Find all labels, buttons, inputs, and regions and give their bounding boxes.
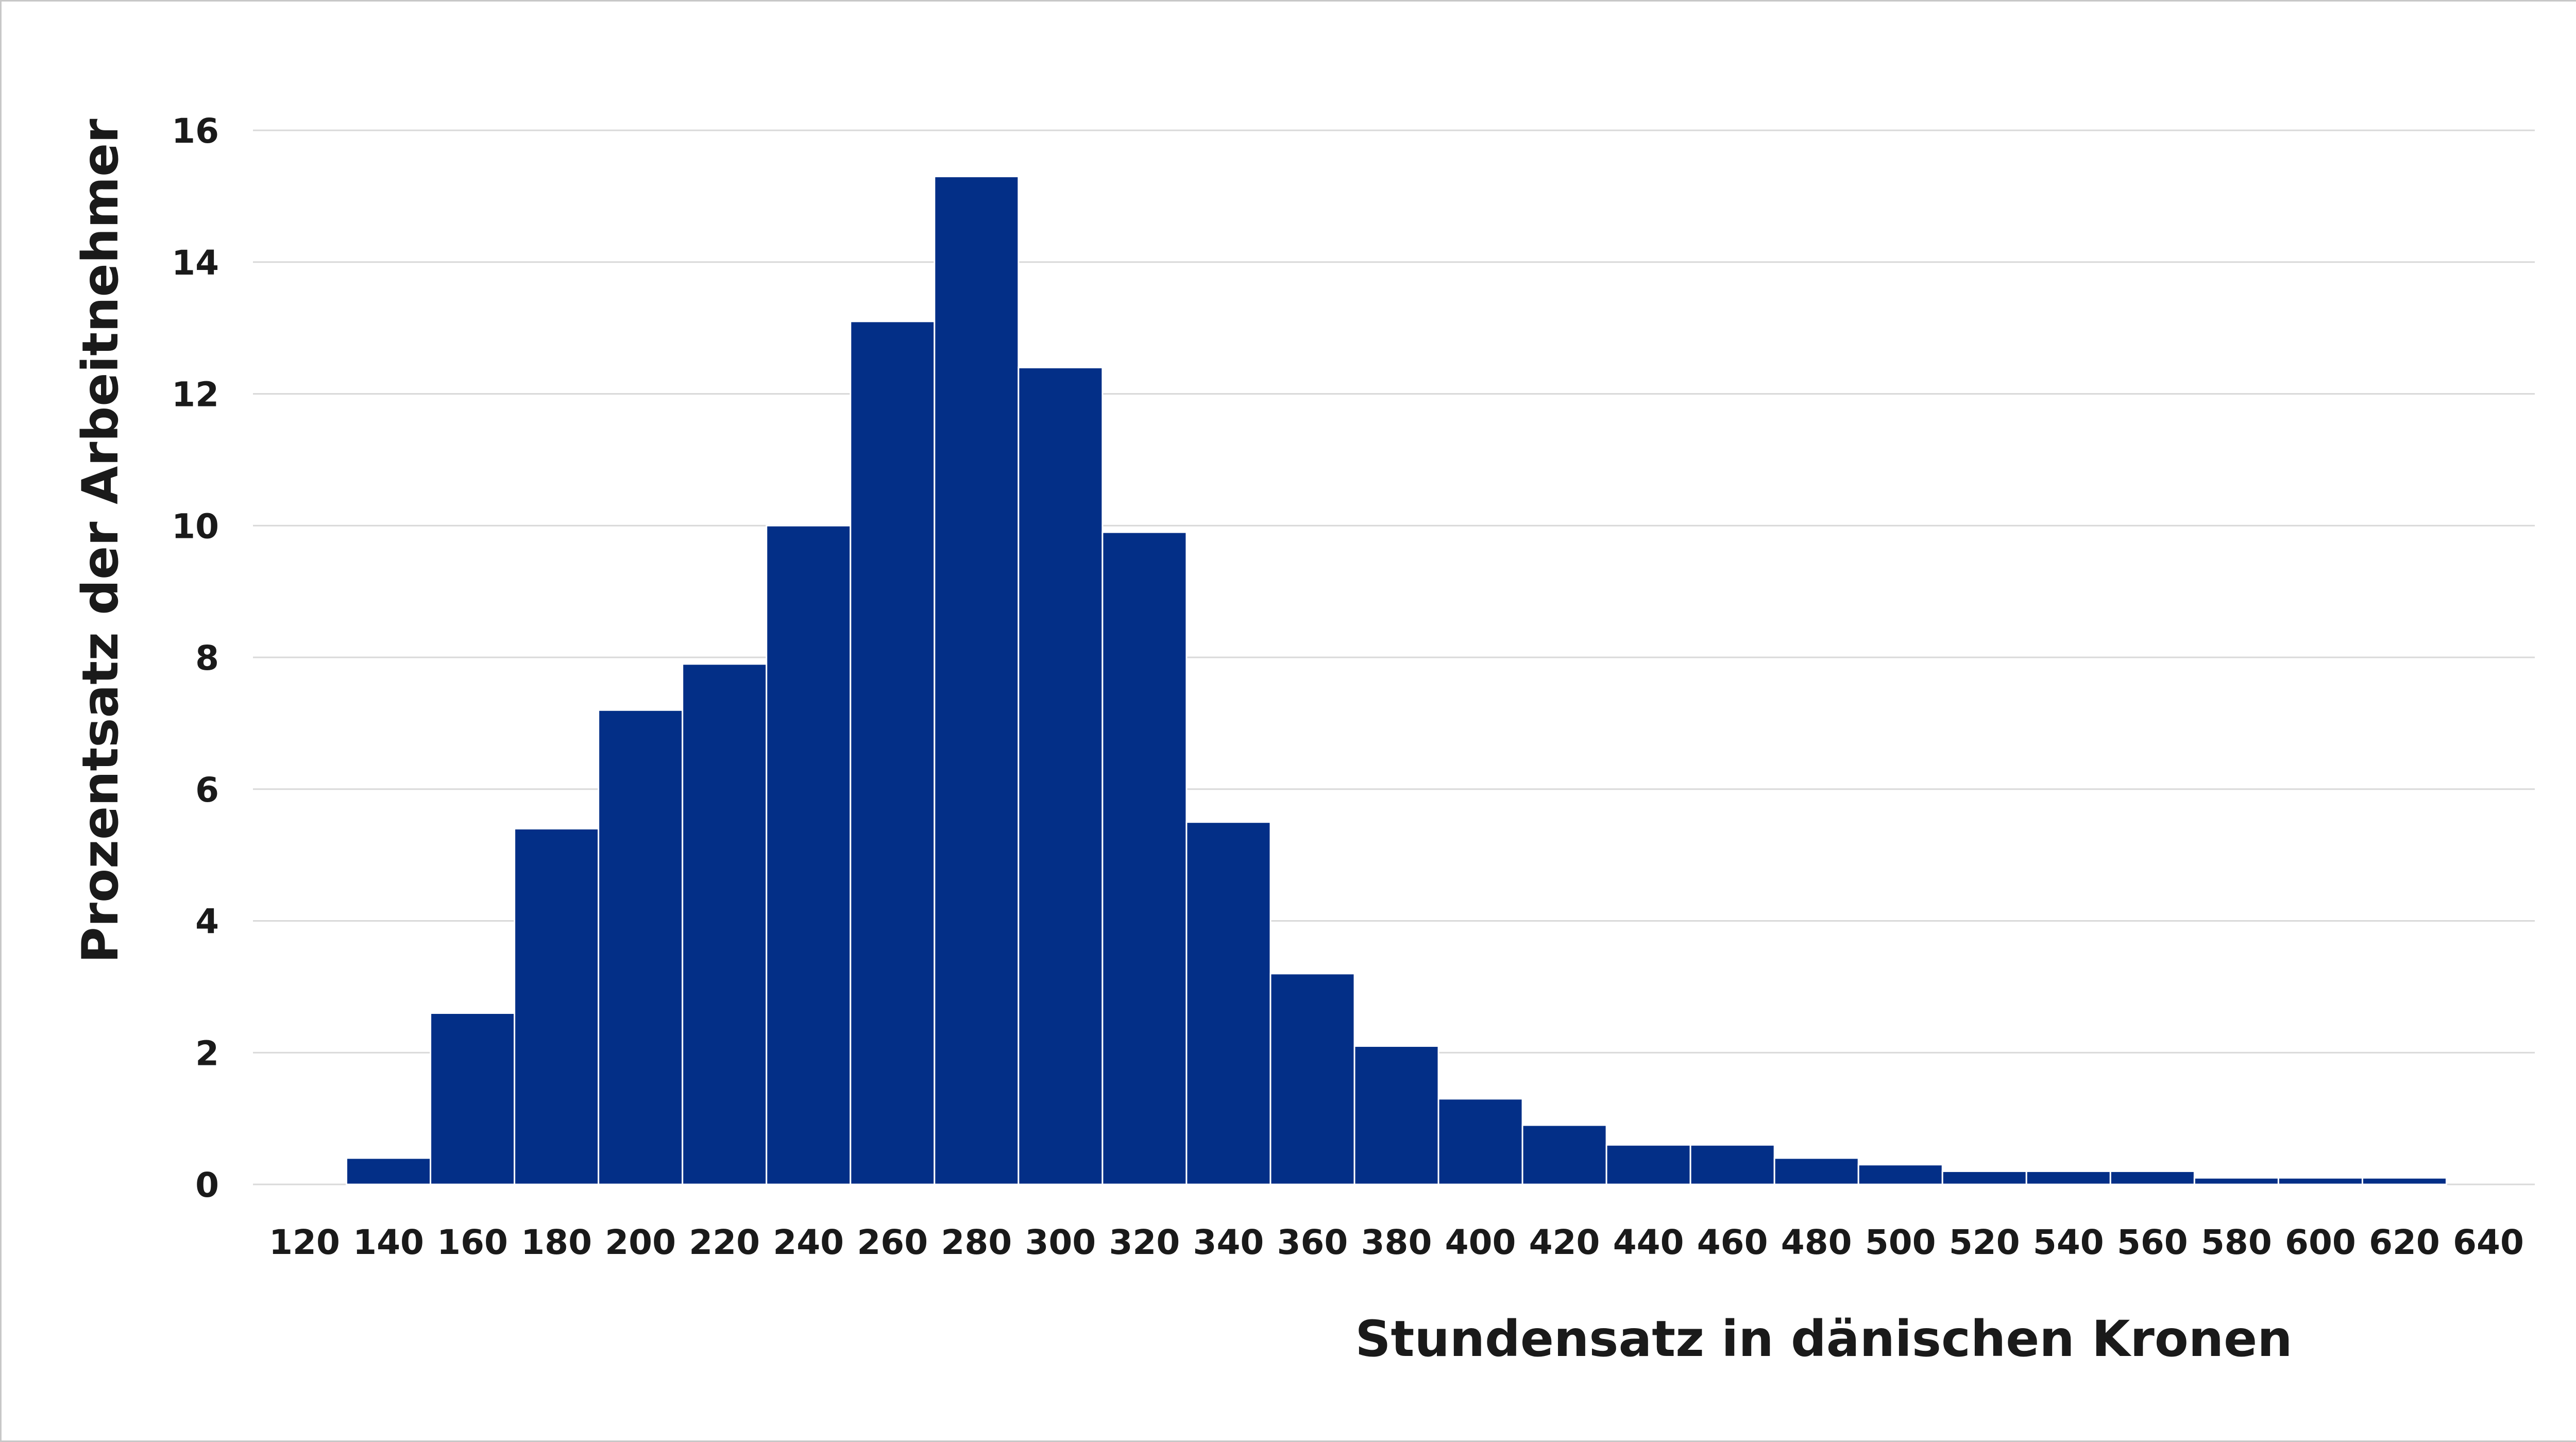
bar	[1018, 366, 1104, 1185]
x-tick-label: 220	[689, 1223, 760, 1262]
bar	[2025, 1170, 2111, 1185]
y-tick-label: 14	[172, 243, 219, 283]
bar	[1521, 1124, 1607, 1185]
x-tick-label: 280	[941, 1223, 1012, 1262]
x-tick-label: 600	[2285, 1223, 2356, 1262]
x-tick-label: 160	[437, 1223, 508, 1262]
bar	[1689, 1144, 1775, 1185]
x-tick-label: 560	[2117, 1223, 2188, 1262]
x-tick-labels: 120 140 160 180 200 220 240 260 280 300 320 340 360 3…	[269, 1223, 2524, 1262]
y-tick-label: 4	[195, 902, 219, 942]
y-tick-label: 16	[172, 111, 219, 151]
x-tick-label: 300	[1025, 1223, 1096, 1262]
bar	[2361, 1177, 2447, 1185]
bar	[514, 827, 600, 1185]
x-tick-label: 200	[605, 1223, 676, 1262]
y-tick-label: 10	[172, 506, 219, 546]
x-tick-label: 460	[1697, 1223, 1768, 1262]
bar	[1941, 1170, 2027, 1185]
x-tick-label: 620	[2369, 1223, 2440, 1262]
x-tick-label: 520	[1949, 1223, 2020, 1262]
y-tick-label: 6	[195, 770, 219, 810]
y-tick-label: 12	[172, 375, 219, 415]
y-tick-label: 8	[195, 638, 219, 678]
bar	[766, 524, 852, 1185]
bar	[1101, 531, 1188, 1185]
x-tick-label: 140	[353, 1223, 424, 1262]
bar	[1857, 1164, 1943, 1185]
x-tick-label: 540	[2033, 1223, 2104, 1262]
bar	[430, 1012, 516, 1185]
x-tick-label: 120	[269, 1223, 340, 1262]
x-tick-label: 320	[1109, 1223, 1180, 1262]
x-tick-label: 580	[2201, 1223, 2272, 1262]
y-tick-label: 0	[195, 1165, 219, 1205]
x-tick-label: 340	[1193, 1223, 1264, 1262]
bar	[2193, 1177, 2279, 1185]
x-tick-label: 400	[1445, 1223, 1516, 1262]
x-tick-label: 180	[521, 1223, 592, 1262]
bar	[598, 709, 684, 1185]
bar	[1605, 1144, 1691, 1185]
x-tick-label: 360	[1277, 1223, 1348, 1262]
bar	[1773, 1157, 1859, 1185]
x-tick-label: 500	[1865, 1223, 1936, 1262]
bar	[1353, 1045, 1439, 1185]
bar	[850, 320, 936, 1185]
x-tick-label: 420	[1529, 1223, 1600, 1262]
x-axis-title: Stundensatz in dänischen Kronen	[1355, 1310, 2292, 1368]
x-tick-label: 240	[773, 1223, 844, 1262]
x-tick-label: 260	[857, 1223, 928, 1262]
y-axis-title: Prozentsatz der Arbeitnehmer	[72, 118, 129, 963]
bar	[1269, 973, 1355, 1185]
x-tick-label: 640	[2453, 1223, 2524, 1262]
bar	[682, 663, 768, 1185]
bars	[346, 176, 2447, 1185]
bar	[346, 1157, 432, 1185]
bar	[934, 176, 1020, 1185]
bar	[2277, 1177, 2363, 1185]
y-tick-label: 2	[195, 1033, 219, 1073]
bar	[1437, 1098, 1523, 1185]
bar	[2109, 1170, 2195, 1185]
bar	[1185, 821, 1272, 1185]
x-tick-label: 480	[1781, 1223, 1852, 1262]
y-tick-labels: 0 2 4 6 8 10 12 14 16	[172, 111, 219, 1205]
x-tick-label: 380	[1361, 1223, 1432, 1262]
x-tick-label: 440	[1613, 1223, 1684, 1262]
